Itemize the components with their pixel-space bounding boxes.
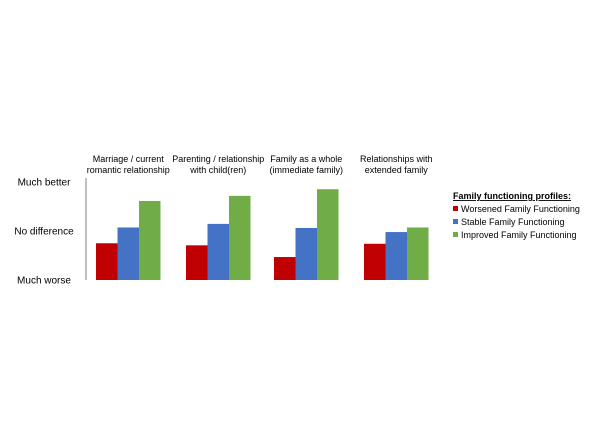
category-label-line: extended family [365, 165, 429, 175]
bar [207, 223, 229, 280]
category-label-line: Family as a whole [270, 154, 342, 164]
category-label: Family as a whole (immediate family) [269, 154, 343, 175]
category-label: Parenting / relationship with child(ren) [172, 154, 264, 175]
y-axis: Much better No difference Much worse [14, 178, 87, 287]
bar [317, 189, 339, 280]
category-label-line: (immediate family) [269, 165, 343, 175]
bars [96, 189, 429, 280]
bar [186, 245, 208, 280]
category-label-line: with child(ren) [189, 165, 246, 175]
y-tick-label: Much worse [17, 276, 71, 287]
legend-swatch [453, 206, 458, 211]
bar [274, 257, 296, 280]
category-label-line: romantic relationship [87, 165, 170, 175]
category-labels: Marriage / current romantic relationshipP… [87, 154, 433, 175]
category-label-line: Parenting / relationship [172, 154, 264, 164]
bar [96, 243, 118, 280]
bar [139, 200, 161, 280]
category-label: Marriage / current romantic relationship [87, 154, 170, 175]
legend-title: Family functioning profiles: [453, 191, 571, 201]
legend-label: Worsened Family Functioning [461, 204, 580, 214]
legend-swatch [453, 232, 458, 237]
legend-label: Improved Family Functioning [461, 230, 577, 240]
legend: Family functioning profiles: Worsened Fam… [453, 191, 580, 240]
y-tick-label: Much better [18, 178, 71, 189]
category-label-line: Marriage / current [93, 154, 165, 164]
bar [295, 227, 317, 280]
bar [229, 195, 251, 280]
category-label-line: Relationships with [360, 154, 433, 164]
legend-swatch [453, 219, 458, 224]
bar [407, 227, 429, 280]
bar [364, 243, 386, 280]
legend-label: Stable Family Functioning [461, 217, 565, 227]
bar [117, 227, 139, 280]
y-tick-label: No difference [14, 227, 74, 238]
bar [385, 232, 407, 280]
category-label: Relationships with extended family [360, 154, 433, 175]
